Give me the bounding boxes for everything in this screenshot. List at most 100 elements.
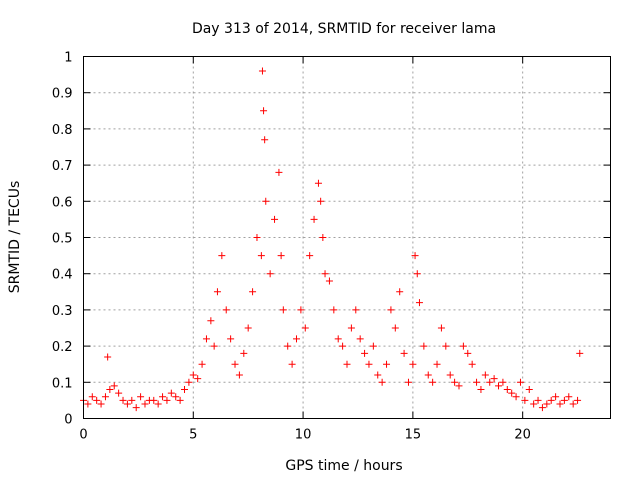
y-tick-label: 0.4 bbox=[52, 268, 73, 283]
data-point bbox=[361, 349, 369, 357]
data-point bbox=[277, 252, 285, 260]
y-tick-label: 0.9 bbox=[52, 87, 73, 102]
data-point bbox=[411, 252, 419, 260]
data-point bbox=[433, 360, 441, 368]
data-point bbox=[110, 382, 118, 390]
data-point bbox=[172, 393, 180, 401]
data-point bbox=[319, 234, 327, 241]
data-point bbox=[347, 324, 355, 332]
data-point bbox=[415, 299, 423, 307]
data-point bbox=[437, 324, 445, 332]
data-point bbox=[556, 400, 564, 408]
x-tick-label: 10 bbox=[295, 428, 312, 443]
data-point bbox=[543, 400, 551, 408]
axis-ticks bbox=[83, 56, 611, 419]
data-point bbox=[235, 371, 243, 379]
data-point bbox=[442, 342, 450, 350]
data-point bbox=[310, 215, 318, 223]
data-point bbox=[218, 252, 226, 260]
data-point bbox=[525, 386, 533, 394]
data-point bbox=[227, 335, 235, 343]
data-point bbox=[123, 400, 131, 408]
data-point bbox=[468, 360, 476, 368]
y-tick-label: 1 bbox=[64, 51, 72, 66]
data-point bbox=[167, 389, 175, 397]
data-point bbox=[202, 335, 210, 343]
data-point bbox=[534, 396, 542, 404]
data-point bbox=[330, 306, 338, 314]
data-point bbox=[481, 371, 489, 379]
data-point bbox=[404, 378, 412, 386]
data-point bbox=[569, 400, 577, 408]
x-tick-label: 0 bbox=[79, 428, 87, 443]
data-point bbox=[163, 396, 171, 404]
data-point bbox=[334, 335, 342, 343]
data-point bbox=[101, 393, 109, 401]
data-point bbox=[429, 378, 437, 386]
data-point bbox=[132, 404, 140, 412]
y-tick-label: 0.7 bbox=[52, 159, 73, 174]
data-point bbox=[486, 378, 494, 386]
data-point bbox=[325, 277, 333, 285]
data-point bbox=[560, 396, 568, 404]
data-point bbox=[262, 197, 270, 205]
data-point bbox=[198, 360, 206, 368]
data-point bbox=[552, 393, 560, 401]
data-point bbox=[257, 252, 265, 260]
data-point bbox=[150, 396, 158, 404]
data-point bbox=[396, 288, 404, 296]
data-point bbox=[249, 288, 257, 296]
data-point bbox=[343, 360, 351, 368]
data-point bbox=[88, 393, 96, 401]
y-tick-label: 0.8 bbox=[52, 123, 73, 138]
data-point bbox=[194, 375, 202, 383]
y-tick-label: 0 bbox=[64, 413, 72, 428]
data-point bbox=[464, 349, 472, 357]
data-point bbox=[128, 396, 136, 404]
data-point bbox=[400, 349, 408, 357]
data-point bbox=[288, 360, 296, 368]
data-point bbox=[565, 393, 573, 401]
data-point bbox=[477, 386, 485, 394]
data-point bbox=[490, 375, 498, 383]
data-point bbox=[499, 378, 507, 386]
y-tick-label: 0.3 bbox=[52, 304, 73, 319]
data-point bbox=[119, 396, 127, 404]
data-point bbox=[508, 389, 516, 397]
data-point bbox=[271, 215, 279, 223]
data-point bbox=[409, 360, 417, 368]
y-axis-title: SRMTID / TECUs bbox=[7, 181, 23, 294]
data-point bbox=[210, 342, 218, 350]
data-point bbox=[93, 396, 101, 404]
data-point bbox=[530, 400, 538, 408]
data-point bbox=[253, 234, 261, 241]
data-point bbox=[387, 306, 395, 314]
data-point bbox=[547, 396, 555, 404]
data-point bbox=[106, 386, 114, 394]
data-point bbox=[459, 342, 467, 350]
data-point bbox=[275, 168, 283, 176]
data-point bbox=[284, 342, 292, 350]
data-points bbox=[80, 67, 584, 412]
data-point bbox=[352, 306, 360, 314]
data-point bbox=[314, 179, 322, 187]
data-point bbox=[292, 335, 300, 343]
data-point bbox=[413, 270, 421, 278]
data-point bbox=[261, 136, 269, 144]
data-point bbox=[213, 288, 221, 296]
data-point bbox=[503, 386, 511, 394]
data-point bbox=[306, 252, 314, 260]
data-point bbox=[455, 382, 463, 390]
y-tick-label: 0.5 bbox=[52, 232, 73, 247]
data-point bbox=[244, 324, 252, 332]
data-point bbox=[159, 393, 167, 401]
data-point bbox=[231, 360, 239, 368]
x-tick-labels: 0 5 10 15 20 bbox=[79, 428, 531, 443]
data-point bbox=[420, 342, 428, 350]
data-point bbox=[378, 378, 386, 386]
y-tick-label: 0.2 bbox=[52, 340, 73, 355]
grid bbox=[83, 56, 611, 419]
data-point bbox=[339, 342, 347, 350]
data-point bbox=[279, 306, 287, 314]
data-point bbox=[260, 107, 268, 115]
